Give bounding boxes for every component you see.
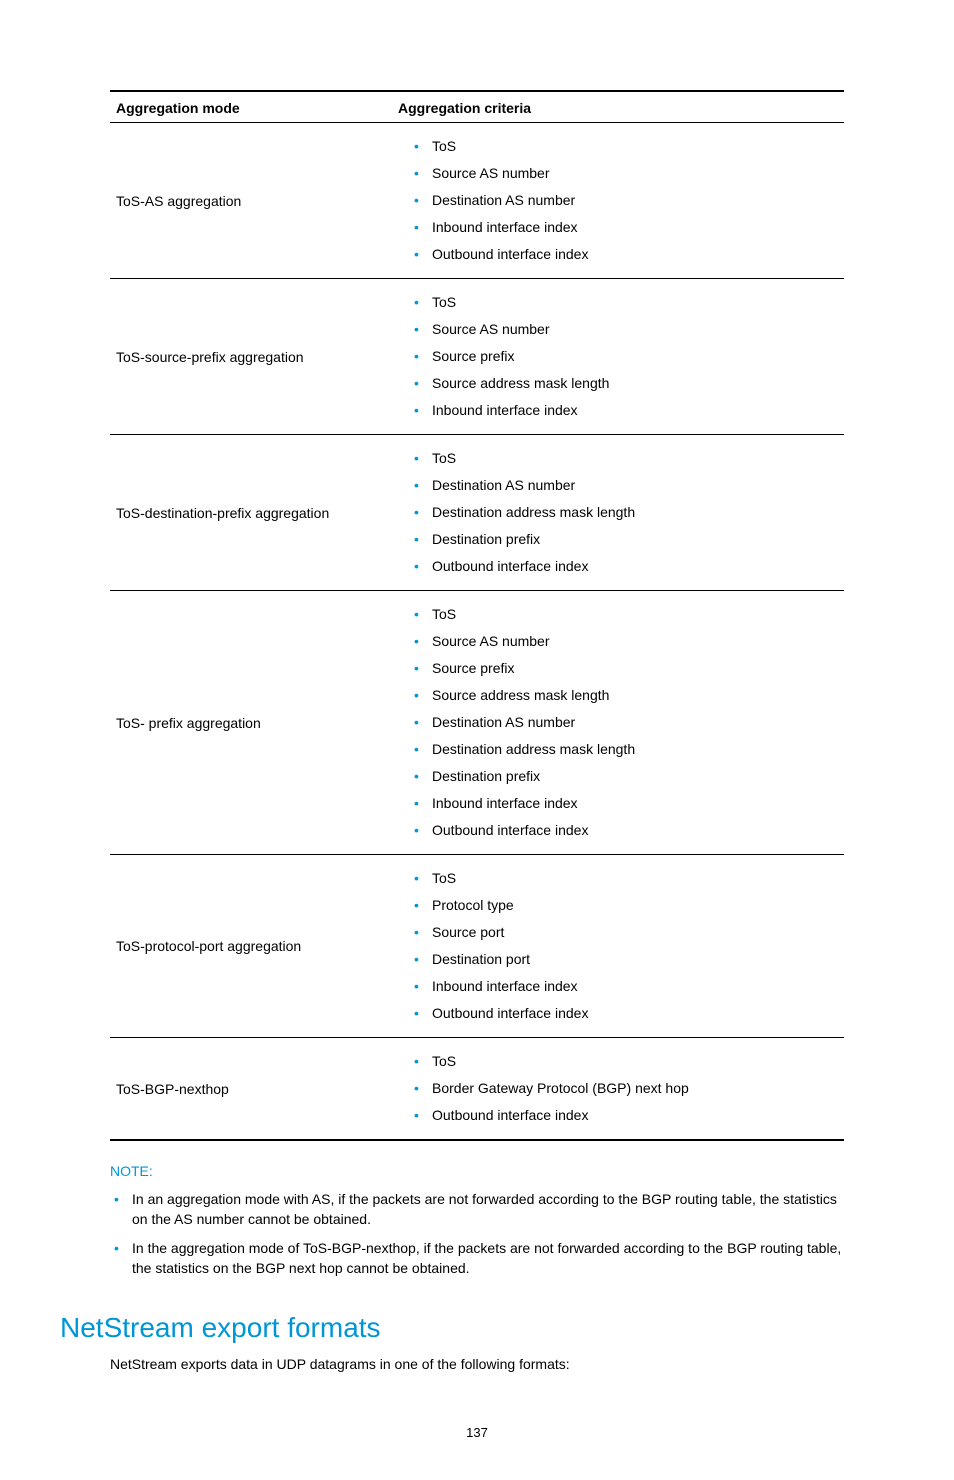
- note-item: In an aggregation mode with AS, if the p…: [110, 1185, 844, 1234]
- cell-criteria: ToSDestination AS numberDestination addr…: [392, 435, 844, 591]
- criteria-item: Inbound interface index: [414, 790, 838, 817]
- criteria-item: Inbound interface index: [414, 214, 838, 241]
- aggregation-table: Aggregation mode Aggregation criteria To…: [110, 90, 844, 1141]
- criteria-item: Source port: [414, 919, 838, 946]
- cell-mode: ToS-AS aggregation: [110, 123, 392, 279]
- criteria-item: Destination address mask length: [414, 499, 838, 526]
- criteria-item: Destination prefix: [414, 763, 838, 790]
- criteria-list: ToSDestination AS numberDestination addr…: [398, 445, 838, 580]
- criteria-item: Destination AS number: [414, 187, 838, 214]
- cell-mode: ToS- prefix aggregation: [110, 591, 392, 855]
- criteria-item: Destination prefix: [414, 526, 838, 553]
- criteria-item: Source address mask length: [414, 682, 838, 709]
- criteria-list: ToSSource AS numberDestination AS number…: [398, 133, 838, 268]
- table-row: ToS-BGP-nexthopToSBorder Gateway Protoco…: [110, 1038, 844, 1141]
- cell-criteria: ToSBorder Gateway Protocol (BGP) next ho…: [392, 1038, 844, 1141]
- note-block: NOTE: In an aggregation mode with AS, if…: [110, 1163, 844, 1282]
- criteria-item: Source prefix: [414, 655, 838, 682]
- table-row: ToS-AS aggregationToSSource AS numberDes…: [110, 123, 844, 279]
- note-list: In an aggregation mode with AS, if the p…: [110, 1185, 844, 1282]
- criteria-item: ToS: [414, 133, 838, 160]
- criteria-item: Outbound interface index: [414, 1102, 838, 1129]
- criteria-item: Outbound interface index: [414, 241, 838, 268]
- criteria-item: Outbound interface index: [414, 817, 838, 844]
- criteria-item: Source AS number: [414, 628, 838, 655]
- criteria-item: Destination address mask length: [414, 736, 838, 763]
- criteria-item: ToS: [414, 445, 838, 472]
- criteria-item: ToS: [414, 289, 838, 316]
- criteria-item: ToS: [414, 865, 838, 892]
- table-row: ToS-source-prefix aggregationToSSource A…: [110, 279, 844, 435]
- cell-criteria: ToSProtocol typeSource portDestination p…: [392, 855, 844, 1038]
- table-body: ToS-AS aggregationToSSource AS numberDes…: [110, 123, 844, 1141]
- criteria-item: Outbound interface index: [414, 1000, 838, 1027]
- criteria-list: ToSProtocol typeSource portDestination p…: [398, 865, 838, 1027]
- criteria-item: ToS: [414, 1048, 838, 1075]
- cell-criteria: ToSSource AS numberDestination AS number…: [392, 123, 844, 279]
- table-row: ToS-protocol-port aggregationToSProtocol…: [110, 855, 844, 1038]
- cell-criteria: ToSSource AS numberSource prefixSource a…: [392, 279, 844, 435]
- note-item: In the aggregation mode of ToS-BGP-nexth…: [110, 1234, 844, 1283]
- col-header-criteria: Aggregation criteria: [392, 91, 844, 123]
- criteria-item: Border Gateway Protocol (BGP) next hop: [414, 1075, 838, 1102]
- criteria-list: ToSSource AS numberSource prefixSource a…: [398, 601, 838, 844]
- criteria-item: Destination AS number: [414, 472, 838, 499]
- criteria-item: Source AS number: [414, 316, 838, 343]
- cell-mode: ToS-protocol-port aggregation: [110, 855, 392, 1038]
- criteria-list: ToSBorder Gateway Protocol (BGP) next ho…: [398, 1048, 838, 1129]
- body-paragraph: NetStream exports data in UDP datagrams …: [110, 1354, 844, 1375]
- cell-criteria: ToSSource AS numberSource prefixSource a…: [392, 591, 844, 855]
- criteria-item: Source prefix: [414, 343, 838, 370]
- criteria-item: ToS: [414, 601, 838, 628]
- criteria-item: Inbound interface index: [414, 397, 838, 424]
- section-heading: NetStream export formats: [60, 1312, 844, 1344]
- criteria-item: Source AS number: [414, 160, 838, 187]
- criteria-list: ToSSource AS numberSource prefixSource a…: [398, 289, 838, 424]
- cell-mode: ToS-destination-prefix aggregation: [110, 435, 392, 591]
- table-row: ToS-destination-prefix aggregationToSDes…: [110, 435, 844, 591]
- note-label: NOTE:: [110, 1163, 844, 1179]
- criteria-item: Outbound interface index: [414, 553, 838, 580]
- criteria-item: Inbound interface index: [414, 973, 838, 1000]
- cell-mode: ToS-source-prefix aggregation: [110, 279, 392, 435]
- criteria-item: Destination AS number: [414, 709, 838, 736]
- page-container: Aggregation mode Aggregation criteria To…: [0, 0, 954, 1480]
- criteria-item: Protocol type: [414, 892, 838, 919]
- criteria-item: Destination port: [414, 946, 838, 973]
- table-header-row: Aggregation mode Aggregation criteria: [110, 91, 844, 123]
- cell-mode: ToS-BGP-nexthop: [110, 1038, 392, 1141]
- page-number: 137: [110, 1425, 844, 1440]
- criteria-item: Source address mask length: [414, 370, 838, 397]
- col-header-mode: Aggregation mode: [110, 91, 392, 123]
- table-row: ToS- prefix aggregationToSSource AS numb…: [110, 591, 844, 855]
